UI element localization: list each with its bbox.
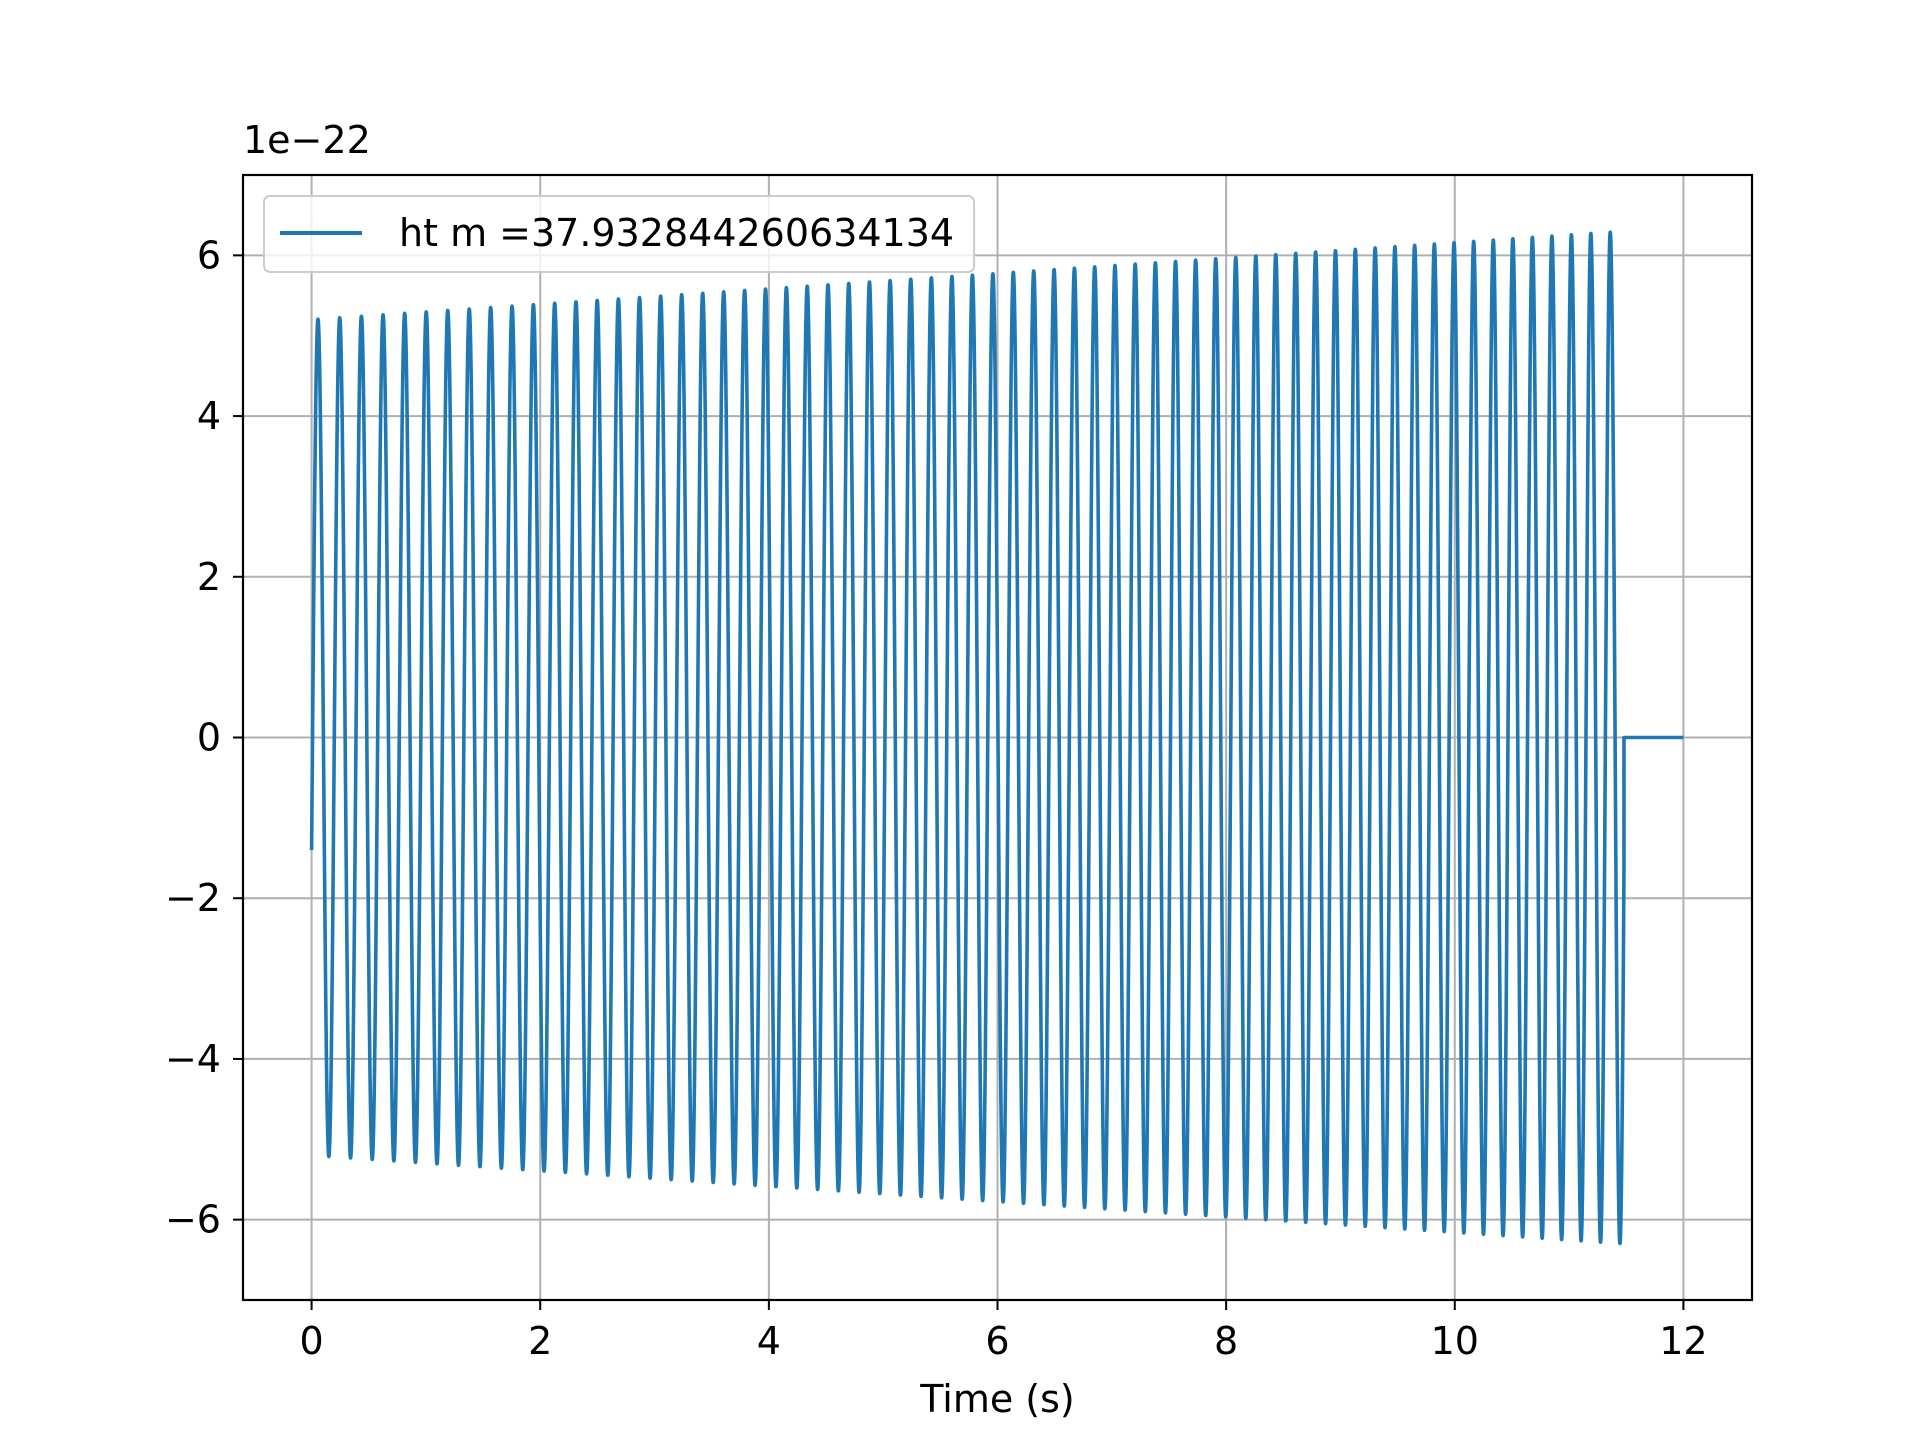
y-tick-label-6: 6 [197,233,221,277]
plot-area [309,230,1684,1246]
x-tick-label-2: 4 [757,1319,781,1363]
x-tick-label-0: 0 [299,1319,323,1363]
x-axis-label: Time (s) [919,1377,1075,1421]
x-tick-label-3: 6 [985,1319,1009,1363]
legend-box [263,195,976,273]
y-tick-label-4: 2 [197,555,221,599]
y-tick-label-1: −4 [165,1037,221,1081]
y-tick-label-0: −6 [165,1198,221,1242]
y-tick-label-5: 4 [197,394,221,438]
x-tick-label-4: 8 [1214,1319,1238,1363]
legend-series-label: ht m =37.932844260634134 [399,211,954,255]
x-tick-label-5: 10 [1431,1319,1479,1363]
y-axis-ticks: −6 −4 −2 0 2 4 6 [165,233,243,1242]
y-tick-label-3: 0 [197,716,221,760]
x-axis-ticks: 0 2 4 6 8 10 12 [299,1300,1708,1363]
legend: ht m =37.932844260634134 [263,195,976,273]
x-tick-label-1: 2 [528,1319,552,1363]
x-tick-label-6: 12 [1659,1319,1707,1363]
series-line-0 [309,230,1684,1246]
y-axis-offset-label: 1e−22 [243,118,371,162]
y-tick-label-2: −2 [165,876,221,920]
